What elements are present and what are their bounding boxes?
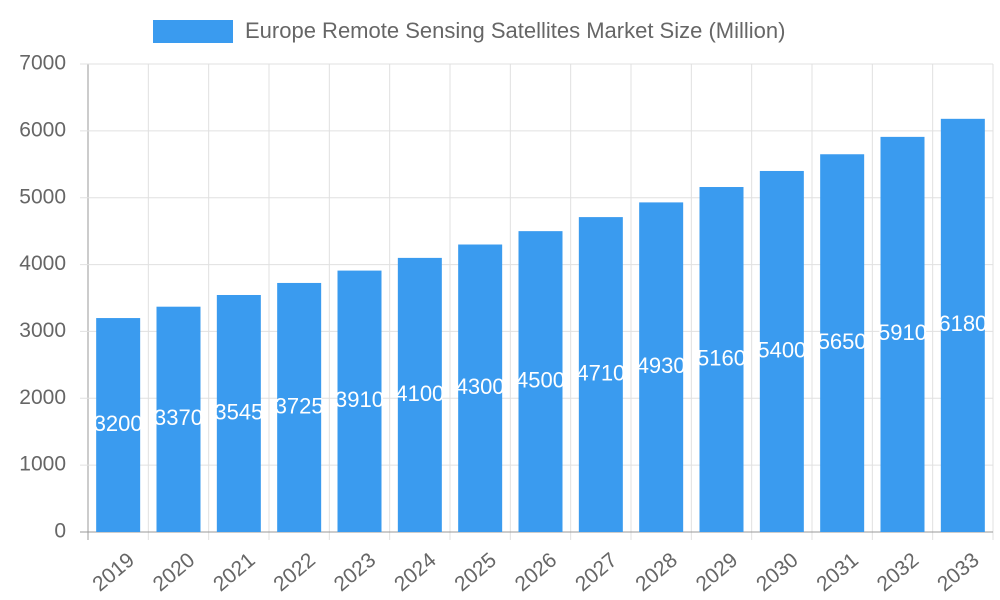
data-label: 5650 <box>818 329 867 354</box>
y-tick-label: 7000 <box>19 52 66 75</box>
x-tick-label: 2025 <box>450 548 501 596</box>
x-tick-label: 2027 <box>571 548 622 596</box>
data-label: 5910 <box>878 320 927 345</box>
data-label: 3200 <box>94 411 143 436</box>
bar <box>397 257 442 532</box>
legend-label: Europe Remote Sensing Satellites Market … <box>245 18 785 43</box>
x-tick-label: 2030 <box>752 548 803 596</box>
bar <box>759 170 804 532</box>
data-label: 3910 <box>335 387 384 412</box>
data-label: 4930 <box>637 353 686 378</box>
data-label: 3545 <box>214 399 263 424</box>
y-tick-label: 3000 <box>19 319 66 342</box>
x-tick-label: 2028 <box>631 548 682 596</box>
data-label: 4500 <box>516 367 565 392</box>
bar <box>940 118 985 532</box>
y-tick-label: 1000 <box>19 453 66 476</box>
bar <box>156 306 201 532</box>
bar <box>699 187 744 532</box>
y-tick-label: 5000 <box>19 185 66 208</box>
data-label: 5160 <box>697 345 746 370</box>
y-tick-label: 6000 <box>19 118 66 141</box>
y-tick-label: 0 <box>54 520 66 543</box>
x-tick-label: 2022 <box>269 548 320 596</box>
x-tick-label: 2019 <box>88 548 139 596</box>
data-label: 4100 <box>395 381 444 406</box>
bar <box>96 318 141 532</box>
data-label: 3370 <box>154 405 203 430</box>
data-label: 3725 <box>275 393 324 418</box>
x-tick-label: 2020 <box>149 548 200 596</box>
data-label: 4300 <box>456 374 505 399</box>
bar <box>820 154 865 532</box>
bar <box>277 282 322 532</box>
bar <box>458 244 503 532</box>
bar <box>216 294 261 532</box>
x-tick-label: 2032 <box>873 548 924 596</box>
legend-swatch <box>153 20 233 43</box>
y-tick-label: 2000 <box>19 386 66 409</box>
bar <box>880 136 925 533</box>
x-tick-label: 2026 <box>511 548 562 596</box>
data-label: 5400 <box>757 337 806 362</box>
x-tick-label: 2029 <box>692 548 743 596</box>
x-tick-label: 2031 <box>812 548 863 596</box>
bar <box>337 270 382 532</box>
bar <box>578 217 623 533</box>
x-tick-label: 2023 <box>330 548 381 596</box>
x-tick-label: 2024 <box>390 548 441 596</box>
bar <box>639 202 684 532</box>
y-tick-label: 4000 <box>19 252 66 275</box>
data-label: 4710 <box>576 360 625 385</box>
bar <box>518 231 563 532</box>
x-tick-label: 2021 <box>209 548 260 596</box>
x-tick-label: 2033 <box>933 548 984 596</box>
data-label: 6180 <box>938 311 987 336</box>
